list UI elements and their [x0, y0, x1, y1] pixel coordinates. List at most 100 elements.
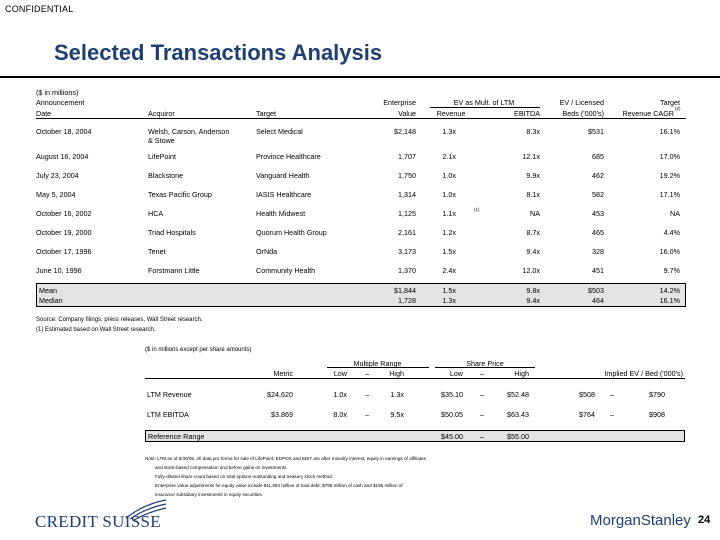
header-metric: Metric [273, 369, 293, 378]
cell-ebitda: 8.7x [526, 228, 540, 237]
cell-acquiror: Forstmann Little [148, 266, 200, 275]
header-ev-bottom: Value [398, 109, 416, 118]
source-note: Source: Company filings, press releases,… [36, 317, 203, 323]
cell-date: May 5, 2004 [36, 190, 76, 199]
cell-metric: $3,869 [271, 410, 293, 419]
page-number: 24 [698, 514, 711, 526]
cell-mhigh: 1.3x [390, 390, 404, 399]
cell-target: Vanguard Health [256, 171, 310, 180]
cell-ilow: $764 [579, 410, 595, 419]
range-dash: – [610, 390, 614, 399]
reference-label: Reference Range [148, 432, 205, 441]
cell-revnote: (1) [474, 207, 480, 212]
cell-beds: 451 [592, 266, 604, 275]
sails-icon [125, 499, 167, 520]
cell-acquiror: Welsh, Carson, Anderson [148, 127, 230, 136]
cell-label: LTM EBITDA [147, 410, 189, 419]
header-rule-2 [145, 378, 685, 379]
cell-rev: 1.2x [442, 228, 456, 237]
cell-label: LTM Revenue [147, 390, 192, 399]
cell-ev: 1,370 [398, 266, 416, 275]
cell-acquiror-line2: & Stowe [148, 136, 175, 145]
cell-mhigh: 9.5x [390, 410, 404, 419]
cell-ebitda: 12.1x [522, 152, 540, 161]
header-revenue: Revenue [436, 109, 466, 118]
header-evlic-top: EV / Licensed [559, 98, 604, 107]
header-implied: Implied EV / Bed ('000's) [604, 369, 683, 378]
cell-ihigh: $790 [649, 390, 665, 399]
header-multiple-range: Multiple Range [353, 359, 402, 368]
units-label: ($ in millions) [36, 88, 79, 97]
range-dash: – [365, 390, 369, 399]
reference-dash: – [480, 432, 484, 441]
median-label: Median [39, 296, 63, 305]
cell-rev: 1.1x [442, 209, 456, 218]
cell-mlow: 1.0x [333, 390, 347, 399]
header-price-dash: – [480, 369, 484, 378]
header-acquiror: Acquiror [148, 109, 175, 118]
header-cagr-bottom: Revenue CAGR [622, 109, 674, 118]
header-mult-group: EV as Mult. of LTM [453, 98, 515, 107]
reference-low: $45.00 [441, 432, 463, 441]
stanley-wordmark: Stanley [640, 512, 691, 529]
footnote-1: (1) Estimated based on Wall Street resea… [36, 327, 156, 333]
cell-acquiror: Texas Pacific Group [148, 190, 212, 199]
cell-rev: 1.0x [442, 171, 456, 180]
cell-cagr: 16.1% [659, 127, 680, 136]
cell-metric: $24,620 [267, 390, 293, 399]
header-rule [36, 118, 686, 119]
cell-target: Province Healthcare [256, 152, 321, 161]
cell-cagr: 9.7% [663, 266, 680, 275]
mean-revenue: 1.5x [442, 286, 456, 295]
cell-acquiror: Triad Hospitals [148, 228, 196, 237]
cell-ev: 1,707 [398, 152, 416, 161]
credit-suisse-logo: CREDIT SUISSE [35, 512, 161, 531]
cell-target: Quorum Health Group [256, 228, 327, 237]
morgan-stanley-logo: MorganStanley [590, 512, 691, 529]
cell-ebitda: 8.3x [526, 127, 540, 136]
median-revenue: 1.3x [442, 296, 456, 305]
cell-target: Health Midwest [256, 209, 306, 218]
cell-rev: 1.3x [442, 127, 456, 136]
cell-plow: $35.10 [441, 390, 463, 399]
header-date: Date [36, 109, 52, 118]
cell-date: July 23, 2004 [36, 171, 79, 180]
cell-date: October 19, 2000 [36, 228, 92, 237]
morgan-wordmark: Morgan [590, 512, 641, 529]
header-announcement: Announcement [36, 98, 85, 107]
mean-cagr: 14.2% [659, 286, 680, 295]
cell-ev: 2,161 [398, 228, 416, 237]
header-target: Target [256, 109, 276, 118]
multiple-range-rule [327, 367, 429, 368]
cell-cagr: NA [670, 209, 680, 218]
cell-acquiror: Tenet [148, 247, 166, 256]
share-price-rule [435, 367, 535, 368]
cell-acquiror: LifePoint [148, 152, 176, 161]
reference-high: $55.00 [507, 432, 529, 441]
cell-beds: 582 [592, 190, 604, 199]
cell-ev: 1,125 [398, 209, 416, 218]
cell-beds: 453 [592, 209, 604, 218]
header-cagr-footnote: (2) [675, 106, 681, 111]
range-dash: – [480, 390, 484, 399]
title-rule [0, 76, 720, 78]
page-title: Selected Transactions Analysis [54, 40, 383, 65]
header-mult-high: High [389, 369, 404, 378]
cell-acquiror: Blackstone [148, 171, 184, 180]
cell-date: June 10, 1996 [36, 266, 82, 275]
header-evlic-bottom: Beds ('000's) [562, 109, 605, 118]
cell-target: Select Medical [256, 127, 303, 136]
median-ebitda: 9.4x [526, 296, 540, 305]
cell-acquiror: HCA [148, 209, 164, 218]
cell-date: October 17, 1996 [36, 247, 92, 256]
header-ev-top: Enterprise [383, 98, 416, 107]
cell-ev: $2,148 [394, 127, 416, 136]
note-line: Enterprise value adjustments for equity … [155, 483, 403, 488]
cell-beds: 465 [592, 228, 604, 237]
note-line: Note: LTM as of 6/30/05. All data pro fo… [145, 456, 426, 461]
cell-beds: 462 [592, 171, 604, 180]
note-line: Fully-diluted share count based on total… [155, 474, 333, 479]
cell-beds: 328 [592, 247, 604, 256]
header-cagr-top: Target [660, 98, 680, 107]
cell-rev: 2.1x [442, 152, 456, 161]
